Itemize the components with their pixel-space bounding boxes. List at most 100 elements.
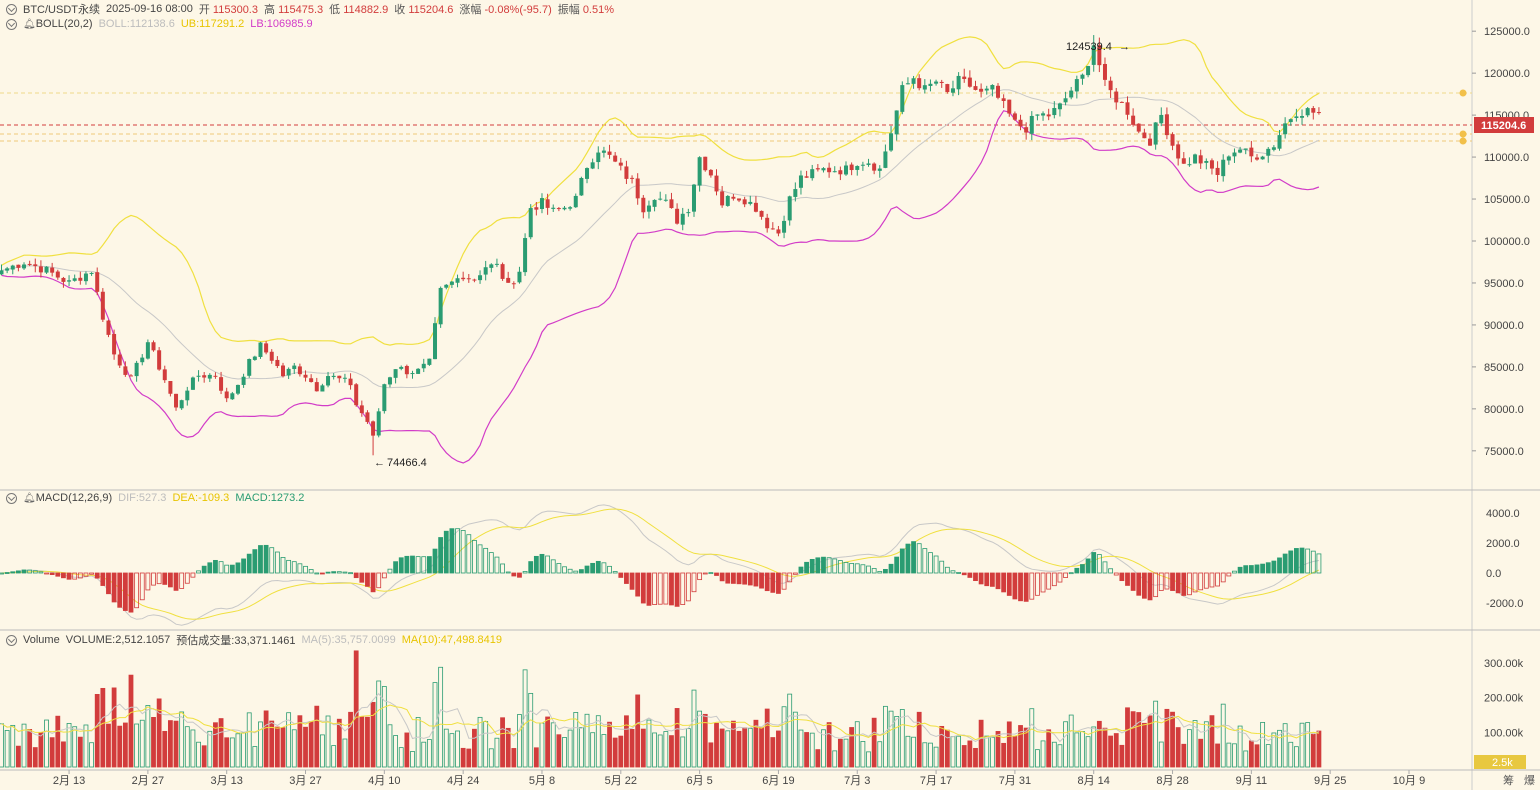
macd-histogram-bar [1175,572,1181,594]
candle-body [72,278,77,281]
candle-body [984,88,989,91]
volume-bar [494,737,500,768]
price-tag-bg [1474,117,1534,133]
candle-body [753,202,758,212]
volume-bar [387,724,393,768]
macd-histogram-bar [320,572,325,575]
macd-histogram-bar [584,565,590,574]
volume-bar [370,701,376,768]
volume-bar [911,736,916,768]
candle-body [320,385,325,392]
volume-bar [1158,741,1164,768]
macd-histogram-bar [562,566,567,574]
macd-histogram-bar [1001,572,1007,593]
candle-body [1266,148,1271,156]
volume-bar [517,714,522,768]
macd-histogram-bar [539,553,545,574]
volume-bar [151,717,156,768]
macd-histogram-bar [770,572,776,593]
macd-name: MACD(12,26,9) [35,492,113,504]
volume-bar [241,732,246,768]
macd-histogram-bar [843,562,849,574]
macd-histogram-bar [167,572,173,588]
candle-body [162,369,167,381]
alert-bell-icon[interactable]: 🔔︎ [23,492,36,504]
macd-histogram-bar [618,572,624,578]
side-button-chips[interactable]: 筹 [1503,773,1514,787]
macd-histogram-bar [381,572,387,579]
volume-bar [291,729,297,768]
volume-bar [500,717,505,768]
collapse-icon[interactable] [6,492,17,504]
macd-histogram-bar [956,572,961,574]
macd-histogram-bar [500,563,505,574]
macd-histogram-bar [145,572,151,591]
alert-dot-icon[interactable] [1459,130,1467,138]
macd-histogram-bar [111,572,117,603]
candle-body [815,168,820,170]
candle-body [686,212,691,214]
macd-histogram-bar [32,570,38,574]
volume-bar [697,710,703,768]
volume-estimate: 预估成交量:33,371.1461 [176,635,296,647]
volume-bar [1051,741,1057,768]
candle-body [55,271,60,278]
volume-bar [731,720,736,768]
macd-histogram-bar [967,572,973,578]
collapse-icon[interactable] [6,3,17,15]
volume-bar [77,736,83,768]
volume-bar [122,722,128,768]
amp-label: 振幅 [557,4,580,16]
macd-value: MACD:1273.2 [235,492,305,504]
candle-body [342,377,347,379]
volume-bar [505,727,511,768]
volume-bar [860,741,866,768]
candle-body [483,267,488,275]
alert-dot-icon[interactable] [1459,89,1467,97]
volume-bar [736,730,742,768]
macd-histogram-bar [27,569,33,574]
candle-body [1159,114,1164,124]
macd-histogram-bar [477,544,483,574]
volume-bar [798,729,804,768]
volume-bar [556,734,562,768]
macd-histogram-bar [410,555,415,574]
price-tag: 115204.6 [1481,120,1526,132]
macd-histogram-bar [899,548,905,574]
candle-body [1029,115,1034,134]
y-tick-label: 4000.0 [1486,508,1520,520]
candle-body [230,393,235,400]
volume-bar [460,747,466,768]
candle-body [1148,138,1153,146]
volume-bar [381,686,387,768]
volume-bar [708,742,714,768]
macd-histogram-bar [624,572,629,584]
volume-bar [1248,740,1254,768]
volume-bar [218,718,224,768]
candle-body [281,365,285,377]
collapse-icon[interactable] [6,18,17,30]
macd-histogram-bar [950,570,956,574]
candle-body [658,198,663,200]
macd-histogram-bar [134,572,140,609]
alert-dot-icon[interactable] [1459,137,1467,145]
candle-body [371,421,376,436]
macd-histogram-bar [370,572,376,593]
macd-histogram-bar [438,537,444,574]
alert-bell-icon[interactable]: 🔔︎ [23,18,36,30]
x-tick-label: 8月 28 [1156,775,1188,787]
candle-body [889,133,894,151]
volume-bar [1096,720,1102,768]
candle-body [613,155,618,162]
collapse-icon[interactable] [6,634,17,646]
macd-histogram-bar [1136,572,1142,596]
volume-bar [1277,729,1282,768]
candle-body [579,177,584,196]
side-button-liquidation[interactable]: 爆 [1524,773,1535,787]
volume-bar [1232,743,1237,768]
candle-body [1024,127,1029,133]
candle-body [601,150,606,153]
candle-body [1114,91,1119,103]
macd-histogram-bar [286,559,292,574]
